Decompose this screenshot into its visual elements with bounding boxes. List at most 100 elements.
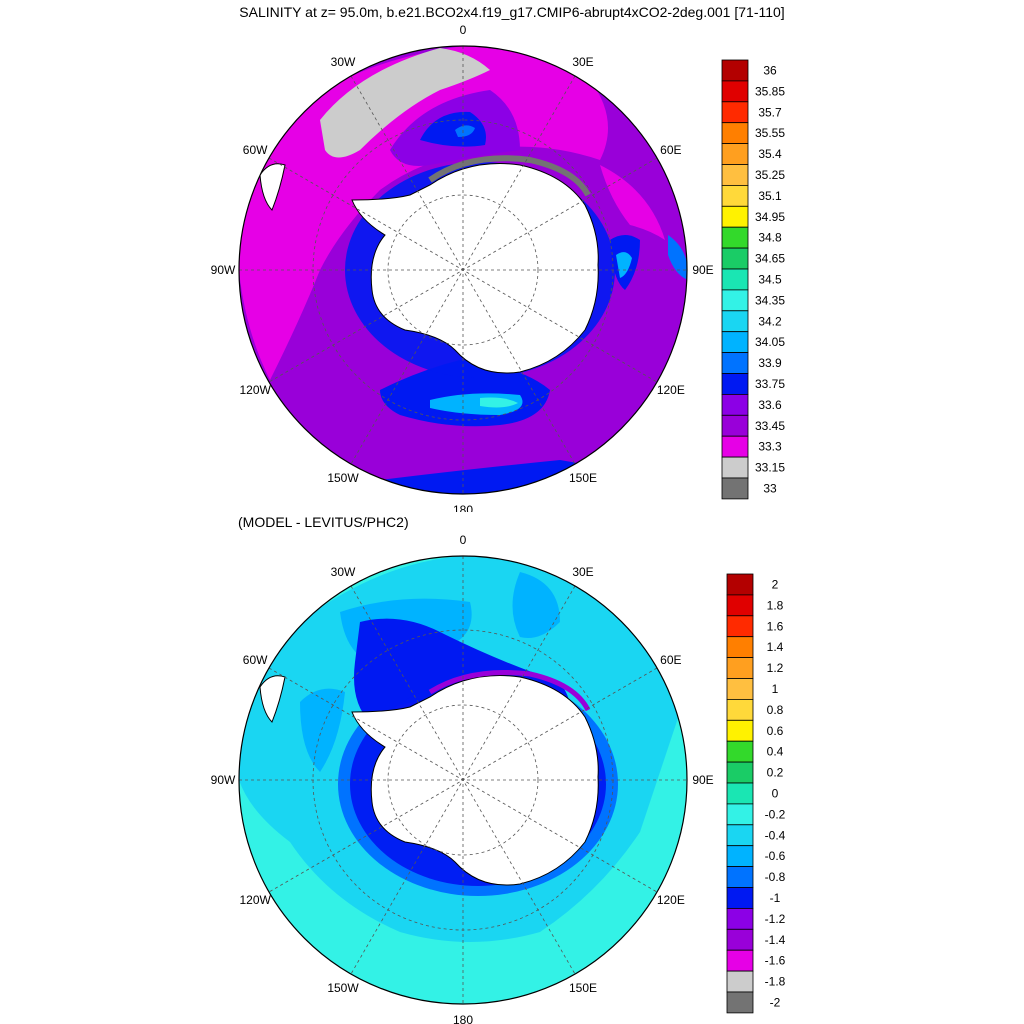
- colorbar-swatch: [721, 80, 749, 103]
- colorbar-label: 34.95: [755, 210, 785, 224]
- colorbar-swatch: [721, 101, 749, 124]
- colorbar-label: 2: [772, 577, 779, 591]
- colorbar-swatch: [721, 373, 749, 395]
- difference-colorbar: 2 1.8 1.6 1.4 1.2 1 0.8 0.6 0.4 0.2 0 -0.2 -0.4 -0.6 -…: [726, 573, 786, 1014]
- colorbar-label: 34.05: [755, 335, 785, 349]
- lon-label: 30W: [331, 55, 356, 69]
- colorbar-swatch: [721, 393, 749, 416]
- colorbar-label: 35.1: [758, 189, 782, 203]
- colorbar-label: 0.2: [767, 766, 784, 780]
- colorbar-label: -1.8: [765, 975, 786, 989]
- lon-label: 120W: [239, 893, 271, 907]
- colorbar-label: 0: [772, 786, 779, 800]
- colorbar-swatch: [721, 477, 749, 500]
- colorbar-label: 33.75: [755, 377, 785, 391]
- lon-label: 180: [453, 1013, 473, 1024]
- colorbar-label: 1.6: [767, 619, 784, 633]
- colorbar-label: -0.8: [765, 870, 786, 884]
- colorbar-swatch: [726, 678, 754, 700]
- contour-fill-33-75-north: [420, 111, 486, 147]
- colorbar-label: 33.3: [758, 440, 782, 454]
- graticule: [239, 556, 687, 1004]
- lon-label: 30E: [572, 565, 593, 579]
- difference-field: [239, 556, 687, 1004]
- colorbar-swatch: [721, 205, 749, 228]
- colorbar-swatch: [726, 657, 754, 679]
- lon-label: 180: [453, 503, 473, 512]
- difference-title: (MODEL - LEVITUS/PHC2): [238, 514, 409, 530]
- colorbar-swatch: [721, 164, 749, 186]
- colorbar-label: 35.4: [758, 147, 782, 161]
- colorbar-label: 35.85: [755, 84, 785, 98]
- colorbar-swatch: [721, 289, 749, 312]
- lon-label: 60W: [243, 143, 268, 157]
- lon-label: 30E: [572, 55, 593, 69]
- colorbar-swatch: [726, 594, 754, 617]
- lon-label: 120E: [657, 893, 685, 907]
- colorbar-swatch: [726, 907, 754, 930]
- salinity-colorbar: 36 35.85 35.7 35.55 35.4 35.25 35.1 34.95 34.8 34…: [721, 59, 785, 500]
- lon-label: 150W: [327, 471, 359, 485]
- lon-label: 60E: [660, 653, 681, 667]
- colorbar-swatch: [726, 782, 754, 805]
- south-america-tip: [259, 675, 286, 723]
- colorbar-label: 34.65: [755, 252, 785, 266]
- colorbar-label: 0.6: [767, 724, 784, 738]
- colorbar-swatch: [721, 226, 749, 249]
- lon-label: 90W: [211, 263, 236, 277]
- colorbar-label: 33.6: [758, 398, 782, 412]
- salinity-map: 0 30E 60E 90E 120E 150E 180 150W 120W 90W 60W 30W 3…: [211, 23, 786, 512]
- lon-label: 150E: [569, 471, 597, 485]
- colorbar-swatch: [721, 456, 749, 479]
- colorbar-label: -1.2: [765, 912, 786, 926]
- colorbar-swatch: [726, 615, 754, 638]
- colorbar-label: 34.2: [758, 314, 782, 328]
- colorbar-label: -0.4: [765, 828, 786, 842]
- colorbar-swatch: [726, 803, 754, 826]
- colorbar-label: 1.2: [767, 661, 784, 675]
- colorbar-swatch: [726, 761, 754, 784]
- colorbar-swatch: [721, 247, 749, 270]
- colorbar-swatch: [726, 719, 754, 742]
- colorbar-swatch: [726, 949, 754, 972]
- ice-region-north: [320, 48, 490, 158]
- colorbar-label: -1: [770, 891, 781, 905]
- colorbar-swatch: [726, 824, 754, 847]
- lon-label: 150E: [569, 981, 597, 995]
- colorbar-label: 1.8: [767, 598, 784, 612]
- colorbar-label: -0.2: [765, 807, 786, 821]
- south-america-tip: [259, 163, 286, 211]
- colorbar-swatch: [726, 573, 754, 596]
- colorbar-label: -1.6: [765, 954, 786, 968]
- colorbar-label: 33: [763, 481, 777, 495]
- colorbar-swatch: [721, 435, 749, 458]
- colorbar-swatch: [726, 740, 754, 763]
- colorbar-swatch: [721, 352, 749, 374]
- colorbar-label: 35.55: [755, 126, 785, 140]
- colorbar-swatch: [726, 845, 754, 868]
- colorbar-swatch: [721, 310, 749, 333]
- lon-label: 0: [460, 23, 467, 37]
- colorbar-label: -1.4: [765, 933, 786, 947]
- longitude-labels: 0 30E 60E 90E 120E 150E 180 150W 120W 90W 60W 30W: [211, 533, 714, 1024]
- colorbar-swatch: [726, 636, 754, 658]
- colorbar-swatch: [721, 59, 749, 82]
- graticule: [239, 46, 687, 494]
- contour-fill-33-3-east: [600, 165, 665, 240]
- lon-label: 90E: [692, 773, 713, 787]
- colorbar-label: 0.4: [767, 745, 784, 759]
- map-boundary: [238, 555, 688, 1005]
- longitude-labels: 0 30E 60E 90E 120E 150E 180 150W 120W 90W 60W 30W: [211, 23, 714, 512]
- colorbar-label: 1.4: [767, 640, 784, 654]
- lon-label: 90W: [211, 773, 236, 787]
- lon-label: 60E: [660, 143, 681, 157]
- colorbar-label: -0.6: [765, 849, 786, 863]
- colorbar-swatch: [726, 991, 754, 1014]
- colorbar-label: 35.25: [755, 168, 785, 182]
- lon-label: 30W: [331, 565, 356, 579]
- colorbar-label: 34.35: [755, 293, 785, 307]
- colorbar-swatch: [726, 866, 754, 888]
- colorbar-swatch: [726, 698, 754, 721]
- colorbar-swatch: [721, 122, 749, 144]
- colorbar-label: 1: [772, 682, 779, 696]
